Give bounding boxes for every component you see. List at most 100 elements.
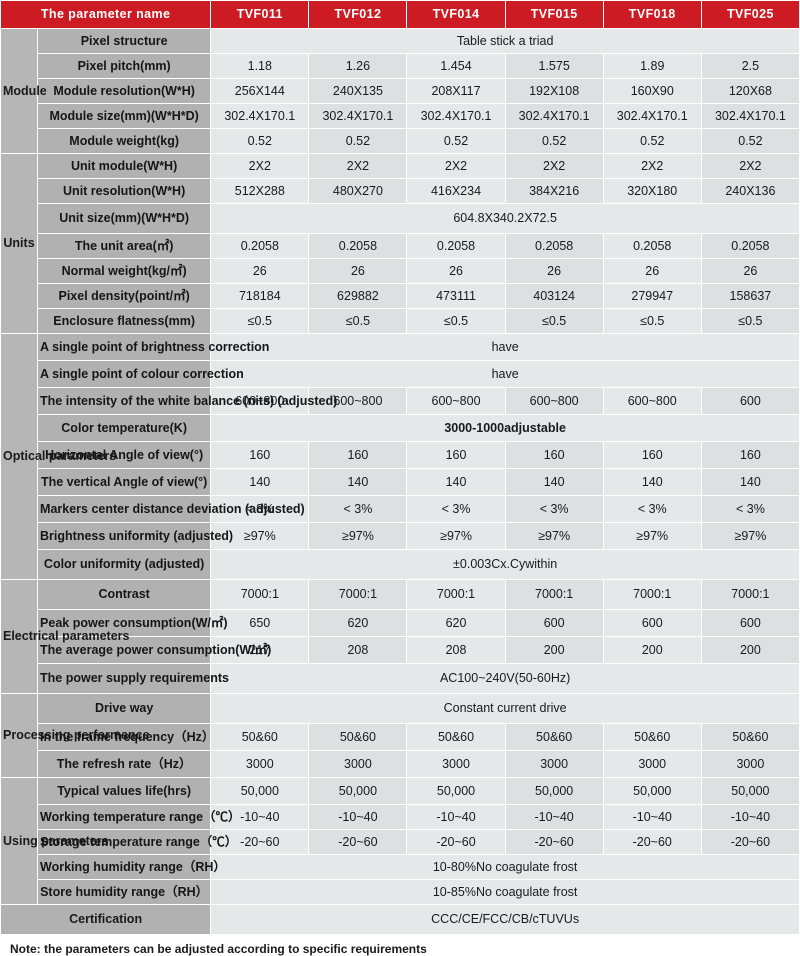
value-cell: 158637 — [700, 283, 800, 309]
value-cell: 160 — [210, 441, 310, 469]
value-cell: < 3% — [602, 495, 702, 523]
value-cell: < 3% — [308, 495, 408, 523]
param-typical-values-life: Typical values life(hrs) — [37, 777, 212, 805]
value-cell: -20~60 — [406, 829, 506, 855]
value-cell: 26 — [406, 258, 506, 284]
value-cell: ≤0.5 — [700, 308, 800, 334]
table-note: Note: the parameters can be adjusted acc… — [10, 942, 427, 956]
value-color-temperature: 3000-1000adjustable — [210, 414, 800, 442]
value-certification: CCC/CE/FCC/CB/cTUVUs — [210, 904, 800, 935]
value-cell: 7000:1 — [602, 579, 702, 610]
value-cell: 3000 — [406, 750, 506, 778]
value-cell: 26 — [700, 258, 800, 284]
header-model-tvf011: TVF011 — [210, 0, 310, 29]
value-cell: 26 — [210, 258, 310, 284]
value-cell: 600~800 — [602, 387, 702, 415]
value-cell: 0.52 — [210, 128, 310, 154]
table-row: Module resolution(W*H) 256X144 240X135 2… — [1, 78, 800, 104]
table-row: A single point of colour correction have — [1, 360, 800, 388]
value-cell: 0.2058 — [504, 233, 604, 259]
value-single-point-brightness-correction: have — [210, 333, 800, 361]
value-cell: 600~800 — [504, 387, 604, 415]
table-row: The power supply requirements AC100~240V… — [1, 663, 800, 694]
value-cell: -10~40 — [406, 804, 506, 830]
table-row: The average power consumption(W/㎡) 217 2… — [1, 636, 800, 664]
value-cell: 600 — [504, 609, 604, 637]
table-row: The vertical Angle of view(°) 140 140 14… — [1, 468, 800, 496]
value-cell: ≥97% — [602, 522, 702, 550]
value-cell: 629882 — [308, 283, 408, 309]
value-cell: 3000 — [308, 750, 408, 778]
value-cell: 7000:1 — [406, 579, 506, 610]
table-row: Units Unit module(W*H) 2X2 2X2 2X2 2X2 2… — [0, 153, 800, 334]
table-row: Horizontal Angle of view(°) 160 160 160 … — [1, 441, 800, 469]
value-cell: 140 — [308, 468, 408, 496]
param-storage-temperature-range: Storage temperature range（℃） — [37, 829, 237, 855]
value-cell: 600~800 — [406, 387, 506, 415]
value-cell: 50,000 — [602, 777, 702, 805]
category-electrical-parameters: Electrical parameters — [0, 579, 129, 694]
value-cell: 3000 — [210, 750, 310, 778]
value-cell: 0.52 — [504, 128, 604, 154]
value-pixel-structure: Table stick a triad — [210, 28, 800, 54]
value-cell: 0.52 — [700, 128, 800, 154]
value-cell: 192X108 — [504, 78, 604, 104]
param-white-balance-intensity: The intensity of the white balance (nits… — [37, 387, 337, 415]
table-row: The intensity of the white balance (nits… — [1, 387, 800, 415]
param-certification: Certification — [0, 904, 212, 935]
param-single-point-brightness-correction: A single point of brightness correction — [37, 333, 269, 361]
param-pixel-density: Pixel density(point/㎡) — [37, 283, 212, 309]
table-row: Store humidity range（RH） 10-85%No coagul… — [1, 879, 800, 905]
value-cell: 256X144 — [210, 78, 310, 104]
value-cell: 600~800 — [210, 387, 310, 415]
value-cell: 1.18 — [210, 53, 310, 79]
value-cell: -20~60 — [504, 829, 604, 855]
value-cell: 0.52 — [602, 128, 702, 154]
value-cell: 140 — [602, 468, 702, 496]
value-cell: 1.575 — [504, 53, 604, 79]
value-drive-way: Constant current drive — [210, 693, 800, 724]
category-processing-performance: Processing performance — [0, 693, 150, 778]
value-cell: 2X2 — [700, 153, 800, 179]
value-cell: 50&60 — [504, 723, 604, 751]
value-cell: 512X288 — [210, 178, 310, 204]
value-cell: 302.4X170.1 — [210, 103, 310, 129]
table-row: The unit area(㎡) 0.2058 0.2058 0.2058 0.… — [1, 233, 800, 259]
value-cell: ≤0.5 — [308, 308, 408, 334]
value-cell: ≤0.5 — [406, 308, 506, 334]
table-row: In the frame frequency（Hz） 50&60 50&60 5… — [1, 723, 800, 751]
value-cell: 50,000 — [700, 777, 800, 805]
value-cell: -20~60 — [308, 829, 408, 855]
value-color-uniformity: ±0.003Cx.Cywithin — [210, 549, 800, 580]
param-horizontal-angle-of-view: Horizontal Angle of view(°) — [37, 441, 212, 469]
param-working-humidity-range: Working humidity range（RH） — [37, 854, 226, 880]
value-cell: 7000:1 — [308, 579, 408, 610]
value-cell: -10~40 — [308, 804, 408, 830]
table-header-row: The parameter name TVF011 TVF012 TVF014 … — [0, 0, 800, 29]
table-row: Normal weight(kg/㎡) 26 26 26 26 26 26 — [1, 258, 800, 284]
table-row: Optical parameters A single point of bri… — [0, 333, 800, 580]
value-cell: 480X270 — [308, 178, 408, 204]
value-cell: 2X2 — [406, 153, 506, 179]
param-peak-power-consumption: Peak power consumption(W/㎡) — [37, 609, 228, 637]
value-cell: 50,000 — [406, 777, 506, 805]
table-row: Unit size(mm)(W*H*D) 604.8X340.2X72.5 — [1, 203, 800, 234]
value-cell: 416X234 — [406, 178, 506, 204]
value-cell: 160 — [602, 441, 702, 469]
table-row: Brightness uniformity (adjusted) ≥97% ≥9… — [1, 522, 800, 550]
value-cell: 650 — [210, 609, 310, 637]
value-cell: 140 — [210, 468, 310, 496]
value-cell: ≤0.5 — [210, 308, 310, 334]
table-row: Processing performance Drive way Constan… — [0, 693, 800, 778]
table-row: Module size(mm)(W*H*D) 302.4X170.1 302.4… — [1, 103, 800, 129]
table-row: Working temperature range（℃） -10~40 -10~… — [1, 804, 800, 830]
param-power-supply-requirements: The power supply requirements — [37, 663, 229, 694]
value-cell: ≥97% — [700, 522, 800, 550]
value-cell: 473111 — [406, 283, 506, 309]
header-model-tvf012: TVF012 — [308, 0, 408, 29]
value-cell: 240X136 — [700, 178, 800, 204]
value-cell: 50&60 — [210, 723, 310, 751]
param-vertical-angle-of-view: The vertical Angle of view(°) — [37, 468, 212, 496]
value-cell: 0.52 — [308, 128, 408, 154]
header-model-tvf014: TVF014 — [406, 0, 506, 29]
